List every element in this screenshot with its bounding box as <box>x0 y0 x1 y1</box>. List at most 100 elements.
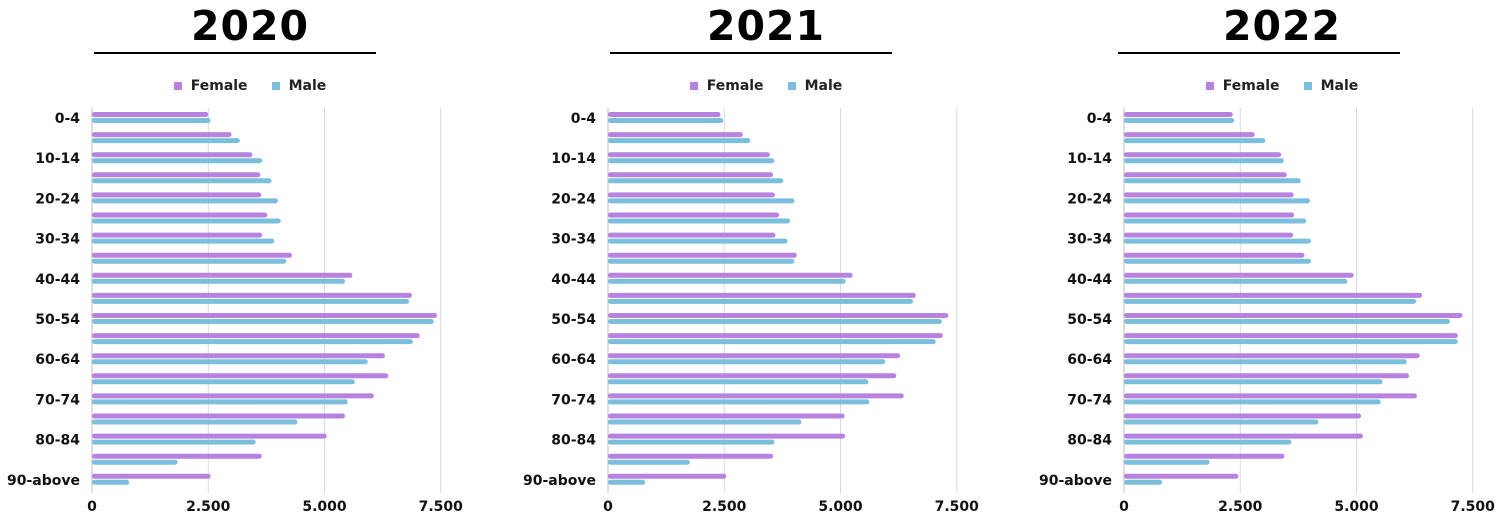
bar-male <box>1124 178 1301 184</box>
category-label: 50-54 <box>551 312 596 328</box>
category-label: 20-24 <box>35 191 80 207</box>
bar-female <box>608 353 901 359</box>
bar-male <box>608 118 724 123</box>
category-label: 70-74 <box>35 392 80 408</box>
bar-male <box>608 178 784 184</box>
category-label: 80-84 <box>551 433 596 449</box>
bar-male <box>92 339 413 345</box>
legend-swatch-female <box>689 82 698 90</box>
bar-female <box>1124 172 1287 178</box>
bar-female <box>608 132 743 138</box>
legend-item-male: Male <box>271 78 327 94</box>
bar-female <box>1124 453 1285 459</box>
category-label: 90-above <box>523 473 596 489</box>
x-tick-label: 2.500 <box>702 499 747 515</box>
bar-female <box>608 313 949 318</box>
bar-male <box>608 479 646 485</box>
category-label: 20-24 <box>1067 191 1112 207</box>
legend: Female Male <box>0 78 500 94</box>
bar-female <box>92 473 211 479</box>
bar-male <box>608 238 788 244</box>
bar-female <box>1124 393 1417 399</box>
legend-swatch-male <box>787 82 796 90</box>
chart-panel-2022: 2022 Female Male 0 2.500 5.000 7.500 0-4 10-1… <box>1032 0 1510 516</box>
bar-male <box>92 118 211 123</box>
bar-female <box>92 353 385 359</box>
bar-female <box>92 393 374 399</box>
legend-swatch-female <box>173 82 182 90</box>
bar-female <box>608 433 846 439</box>
category-label: 40-44 <box>551 272 596 288</box>
bar-female <box>92 192 262 198</box>
bar-female <box>1124 232 1294 238</box>
category-label: 50-54 <box>35 312 80 328</box>
bar-male <box>608 138 751 144</box>
bar-male <box>92 138 240 144</box>
bar-male <box>92 218 281 224</box>
bar-male <box>1124 479 1163 485</box>
legend-label-male: Male <box>288 78 327 94</box>
bar-female <box>92 292 412 298</box>
bar-female <box>1124 292 1423 298</box>
category-label: 60-64 <box>551 352 596 368</box>
legend-label-female: Female <box>190 78 248 94</box>
bar-male <box>608 258 795 264</box>
bar-male <box>608 319 942 324</box>
x-tick-label: 5.000 <box>818 499 863 515</box>
bar-male <box>1124 218 1307 224</box>
bar-male <box>1124 379 1383 385</box>
bar-female <box>1124 313 1463 318</box>
bar-male <box>608 278 846 284</box>
bar-female <box>92 453 262 459</box>
bar-male <box>92 399 348 405</box>
chart-panel-2020: 2020 Female Male 0 2.500 5.000 7.500 0-4 10-1… <box>0 0 500 516</box>
bar-male <box>1124 118 1235 123</box>
legend: Female Male <box>516 78 1016 94</box>
category-label: 30-34 <box>35 232 80 248</box>
bar-male <box>92 178 272 184</box>
bar-female <box>608 373 897 379</box>
bar-male <box>92 238 275 244</box>
bar-female <box>92 212 268 218</box>
bar-male <box>1124 278 1348 284</box>
x-tick-label: 0 <box>1119 499 1129 515</box>
bar-male <box>608 379 869 385</box>
legend-item-female: Female <box>1205 78 1280 94</box>
bar-male <box>1124 399 1381 405</box>
bar-female <box>1124 272 1354 278</box>
bar-female <box>1124 353 1420 359</box>
category-label: 70-74 <box>1067 392 1112 408</box>
bar-male <box>92 298 410 304</box>
bar-male <box>608 419 802 425</box>
bar-male <box>92 419 298 425</box>
category-label: 90-above <box>1039 473 1112 489</box>
bar-female <box>92 373 389 379</box>
bar-female <box>1124 333 1458 339</box>
bar-female <box>608 212 780 218</box>
category-label: 40-44 <box>35 272 80 288</box>
bar-female <box>1124 433 1364 439</box>
bar-female <box>92 333 420 339</box>
category-label: 70-74 <box>551 392 596 408</box>
bar-male <box>608 359 886 365</box>
bar-male <box>1124 339 1458 345</box>
bar-male <box>92 278 345 284</box>
bar-male <box>1124 138 1266 144</box>
bar-male <box>1124 459 1210 465</box>
bar-male <box>92 479 130 485</box>
bar-female <box>608 232 776 238</box>
legend-item-female: Female <box>173 78 248 94</box>
category-label: 0-4 <box>571 111 597 127</box>
bar-male <box>1124 419 1319 425</box>
bar-chart-2022: 0 2.500 5.000 7.500 0-4 10-14 20-24 30-34 40-44 5… <box>1039 108 1495 515</box>
legend: Female Male <box>1032 78 1510 94</box>
bar-female <box>608 453 774 459</box>
x-tick-label: 0 <box>87 499 97 515</box>
bar-chart-2021: 0 2.500 5.000 7.500 0-4 10-14 20-24 30-34 40-44 5… <box>523 108 979 515</box>
bar-male <box>608 339 936 345</box>
bar-female <box>608 413 845 419</box>
category-label: 30-34 <box>1067 232 1112 248</box>
chart-title: 2021 <box>706 2 826 50</box>
bar-female <box>608 172 774 178</box>
category-label: 20-24 <box>551 191 596 207</box>
